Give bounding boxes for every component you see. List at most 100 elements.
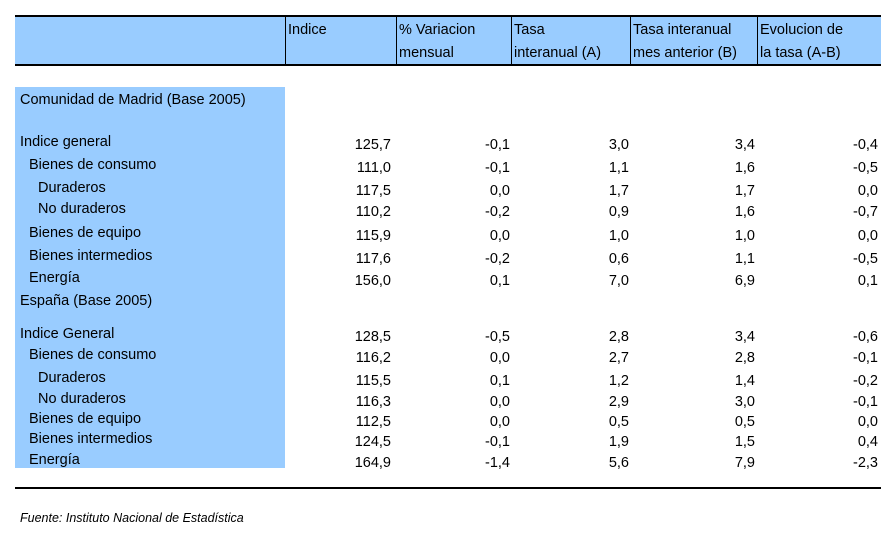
cell-value: 6,9 xyxy=(734,273,755,289)
cell-value: 112,5 xyxy=(355,414,391,430)
cell-value: 1,1 xyxy=(734,251,755,267)
cell-value: 125,7 xyxy=(354,137,391,153)
section-title: España (Base 2005) xyxy=(20,293,153,309)
cell-value: -0,2 xyxy=(485,251,510,267)
cell-value: -0,2 xyxy=(485,204,510,220)
header-cell-0 xyxy=(15,17,285,64)
cell-value: 1,2 xyxy=(608,373,629,389)
cell-value: 3,0 xyxy=(734,394,755,410)
cell-value: 3,4 xyxy=(734,137,755,153)
header-cell-4-line2: mes anterior (B) xyxy=(633,45,737,61)
header-cell-5: Evolucion de la tasa (A-B) xyxy=(757,17,881,64)
header-cell-4: Tasa interanual mes anterior (B) xyxy=(630,17,757,64)
row-label: No duraderos xyxy=(38,391,126,407)
cell-value: 1,6 xyxy=(734,160,755,176)
cell-value: 117,5 xyxy=(355,183,391,199)
cell-value: 0,0 xyxy=(489,350,510,366)
header-cell-2-line2: mensual xyxy=(399,45,454,61)
row-label: Bienes intermedios xyxy=(29,431,153,447)
cell-value: 164,9 xyxy=(354,455,391,471)
header-cell-1: Indice xyxy=(285,17,396,64)
cell-value: -0,1 xyxy=(485,137,510,153)
row-label: Bienes intermedios xyxy=(29,248,153,264)
cell-value: 0,0 xyxy=(489,183,510,199)
cell-value: -0,5 xyxy=(485,329,510,345)
cell-value: 0,4 xyxy=(857,434,878,450)
cell-value: 115,5 xyxy=(355,373,391,389)
row-label: Indice general xyxy=(20,134,112,150)
cell-value: 1,0 xyxy=(734,228,755,244)
row-label: Indice General xyxy=(20,326,115,342)
cell-value: 1,9 xyxy=(608,434,629,450)
cell-value: -0,1 xyxy=(485,434,510,450)
cell-value: 1,7 xyxy=(608,183,629,199)
cell-value: 124,5 xyxy=(354,434,391,450)
cell-value: -0,7 xyxy=(853,204,878,220)
cell-value: 156,0 xyxy=(354,273,391,289)
table-top-rule xyxy=(15,15,881,17)
table-header xyxy=(15,17,881,64)
cell-value: 2,8 xyxy=(734,350,755,366)
cell-value: 116,3 xyxy=(355,394,391,410)
cell-value: -2,3 xyxy=(853,455,878,471)
cell-value: 0,0 xyxy=(489,394,510,410)
header-cell-3-line2: interanual (A) xyxy=(514,45,602,61)
cell-value: 1,7 xyxy=(734,183,755,199)
cell-value: 0,0 xyxy=(857,183,878,199)
cell-value: -1,4 xyxy=(485,455,510,471)
cell-value: 2,9 xyxy=(608,394,629,410)
cell-value: 5,6 xyxy=(608,455,629,471)
cell-value: 110,2 xyxy=(355,204,391,220)
cell-value: 3,0 xyxy=(608,137,629,153)
cell-value: 1,4 xyxy=(734,373,755,389)
row-label: Bienes de consumo xyxy=(29,157,157,173)
row-label: Duraderos xyxy=(38,370,106,386)
cell-value: 1,6 xyxy=(734,204,755,220)
header-cell-1-line1: Indice xyxy=(288,22,327,38)
cell-value: -0,1 xyxy=(485,160,510,176)
cell-value: -0,5 xyxy=(853,251,878,267)
cell-value: -0,1 xyxy=(853,394,878,410)
source-note: Fuente: Instituto Nacional de Estadístic… xyxy=(20,511,244,525)
header-cell-2-line1: % Variacion xyxy=(399,22,476,38)
cell-value: 7,0 xyxy=(608,273,629,289)
row-label: Bienes de equipo xyxy=(29,225,142,241)
cell-value: 0,0 xyxy=(489,414,510,430)
header-cell-3: Tasa interanual (A) xyxy=(511,17,630,64)
cell-value: 3,4 xyxy=(734,329,755,345)
cell-value: 111,0 xyxy=(356,160,391,176)
cell-value: -0,1 xyxy=(853,350,878,366)
cell-value: 1,5 xyxy=(734,434,755,450)
row-label: Energía xyxy=(29,270,80,286)
section-title: Comunidad de Madrid (Base 2005) xyxy=(20,92,246,108)
cell-value: 1,1 xyxy=(608,160,629,176)
cell-value: -0,6 xyxy=(853,329,878,345)
table-bottom-rule xyxy=(15,487,881,489)
row-label: No duraderos xyxy=(38,201,126,217)
cell-value: 0,9 xyxy=(608,204,629,220)
cell-value: 0,1 xyxy=(489,273,510,289)
cell-value: 0,5 xyxy=(734,414,755,430)
header-cell-4-line1: Tasa interanual xyxy=(633,22,732,38)
cell-value: -0,2 xyxy=(853,373,878,389)
cell-value: 2,7 xyxy=(608,350,629,366)
cell-value: 1,0 xyxy=(608,228,629,244)
cell-value: 2,8 xyxy=(608,329,629,345)
row-label: Energía xyxy=(29,452,80,468)
cell-value: 0,6 xyxy=(608,251,629,267)
cell-value: 128,5 xyxy=(354,329,391,345)
cell-value: 0,0 xyxy=(857,228,878,244)
section-2-label-band xyxy=(15,292,285,468)
cell-value: -0,5 xyxy=(853,160,878,176)
cell-value: 115,9 xyxy=(355,228,391,244)
cell-value: 7,9 xyxy=(734,455,755,471)
header-bottom-rule xyxy=(15,64,881,66)
cell-value: 116,2 xyxy=(355,350,391,366)
header-cell-5-line2: la tasa (A-B) xyxy=(760,45,841,61)
row-label: Bienes de consumo xyxy=(29,347,157,363)
row-label: Duraderos xyxy=(38,180,106,196)
cell-value: 117,6 xyxy=(355,251,391,267)
row-label: Bienes de equipo xyxy=(29,411,142,427)
cell-value: -0,4 xyxy=(853,137,878,153)
cell-value: 0,1 xyxy=(489,373,510,389)
